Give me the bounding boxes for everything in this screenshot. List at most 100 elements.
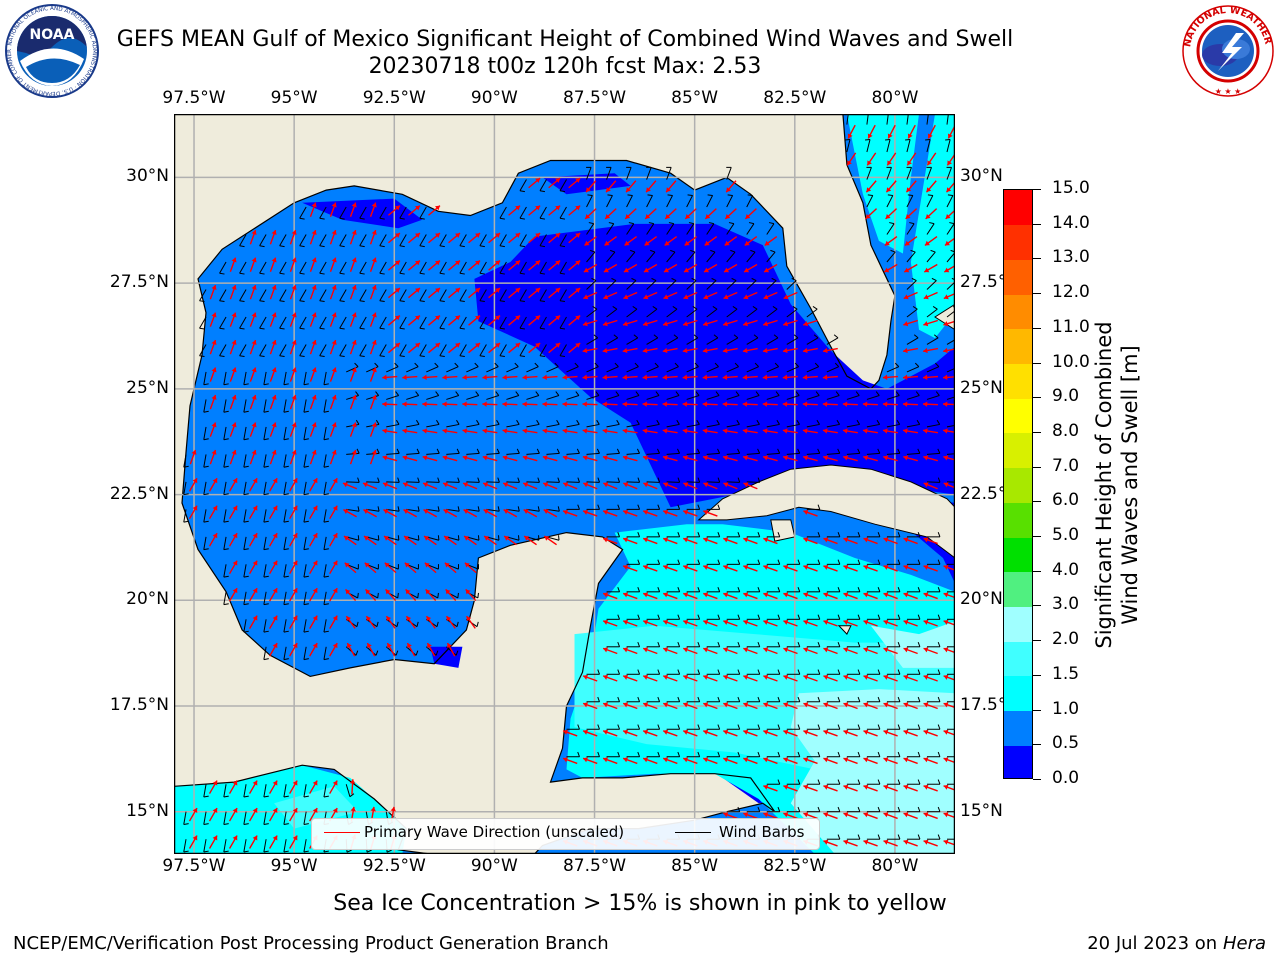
wave-arrow-head bbox=[703, 674, 709, 680]
wave-arrow-head bbox=[643, 564, 649, 570]
wind-barb-flag bbox=[630, 249, 636, 253]
wind-barb-flag bbox=[817, 669, 821, 675]
colorbar-tick-label: 5.0 bbox=[1052, 525, 1080, 545]
wind-barb bbox=[263, 784, 267, 798]
wave-arrow-head bbox=[291, 257, 297, 263]
colorbar-tick-label: 0.5 bbox=[1052, 733, 1080, 753]
wave-arrow-head bbox=[863, 537, 869, 543]
wind-barb bbox=[666, 366, 679, 373]
wave-arrow-head bbox=[483, 482, 489, 488]
wind-barb-flag bbox=[223, 850, 229, 853]
wave-arrow-head bbox=[663, 647, 669, 653]
wind-barb bbox=[263, 371, 267, 385]
wind-barb bbox=[319, 316, 327, 329]
wave-arrow-head bbox=[231, 395, 237, 400]
wave-arrow-head bbox=[863, 757, 869, 763]
wave-arrow-head bbox=[603, 647, 609, 653]
wind-barb bbox=[303, 811, 307, 825]
lon-label-bottom: 87.5°W bbox=[562, 856, 627, 876]
lon-label-bottom: 97.5°W bbox=[162, 856, 226, 876]
wave-arrow-head bbox=[583, 757, 589, 763]
wind-barb-flag bbox=[768, 222, 775, 225]
wave-arrow-head bbox=[703, 592, 709, 598]
wind-barb bbox=[866, 423, 880, 428]
wave-arrow-head bbox=[622, 455, 628, 461]
wind-barb-flag bbox=[359, 217, 365, 220]
wind-barb bbox=[283, 811, 287, 825]
wind-barb-flag bbox=[377, 535, 380, 541]
wind-barb-flag bbox=[676, 419, 680, 425]
wind-barb bbox=[239, 344, 247, 356]
wave-arrow-head bbox=[663, 564, 669, 570]
wind-barb bbox=[419, 234, 427, 247]
wind-barb-flag bbox=[497, 535, 500, 541]
wind-barb bbox=[906, 251, 916, 263]
wave-arrow-head bbox=[211, 340, 217, 345]
map-title: GEFS MEAN Gulf of Mexico Significant Hei… bbox=[116, 27, 1014, 52]
wind-barb-flag bbox=[283, 438, 289, 441]
wave-arrow-head bbox=[272, 560, 278, 566]
wave-arrow-head bbox=[744, 240, 750, 246]
wave-arrow-head bbox=[515, 260, 521, 266]
wave-arrow-head bbox=[883, 428, 888, 434]
wave-arrow-head bbox=[332, 643, 338, 649]
wind-barb-flag bbox=[697, 724, 701, 730]
wind-barb-flag bbox=[937, 834, 941, 840]
wind-barb-flag bbox=[436, 419, 440, 425]
wind-barb-flag bbox=[917, 641, 921, 647]
colorbar-tick bbox=[1033, 293, 1041, 294]
wind-barb bbox=[263, 536, 267, 550]
wind-barb-flag bbox=[476, 448, 480, 454]
wave-arrow-head bbox=[724, 240, 730, 246]
wind-barb bbox=[219, 344, 227, 356]
wind-barb bbox=[223, 371, 227, 385]
wave-arrow-head bbox=[232, 560, 238, 566]
wind-barb-flag bbox=[263, 383, 269, 386]
wave-arrow-head bbox=[662, 374, 668, 381]
wind-barb-flag bbox=[656, 448, 661, 454]
wind-barb-flag bbox=[574, 362, 579, 368]
wave-arrow-head bbox=[704, 267, 710, 273]
wind-barb-flag bbox=[516, 419, 520, 425]
wind-barb-flag bbox=[777, 559, 781, 565]
wind-barb bbox=[466, 536, 480, 541]
wave-arrow-head bbox=[575, 233, 581, 238]
colorbar-tick-label: 4.0 bbox=[1052, 560, 1080, 580]
wind-barb bbox=[766, 251, 776, 263]
wind-barb bbox=[766, 308, 778, 318]
wind-barb bbox=[766, 280, 777, 290]
wind-barb-flag bbox=[797, 696, 801, 702]
wave-arrow-head bbox=[823, 839, 829, 845]
wave-arrow-head bbox=[943, 702, 949, 708]
wave-arrow-head bbox=[543, 509, 549, 514]
wind-barb-flag bbox=[817, 696, 821, 702]
colorbar-tick-label: 14.0 bbox=[1052, 213, 1090, 233]
wave-arrow-head bbox=[543, 482, 549, 488]
colorbar-tick-label: 6.0 bbox=[1052, 490, 1080, 510]
wind-barb-flag bbox=[717, 586, 721, 593]
wind-barb-flag bbox=[677, 641, 681, 647]
wind-barb-flag bbox=[355, 650, 359, 656]
wave-arrow-head bbox=[583, 267, 589, 273]
wind-barb-flag bbox=[303, 520, 309, 523]
wind-barb bbox=[439, 234, 447, 247]
wind-barb-flag bbox=[419, 327, 425, 330]
wind-barb-flag bbox=[677, 532, 681, 538]
wave-arrow-head bbox=[522, 401, 527, 407]
wave-arrow-head bbox=[192, 808, 198, 814]
wave-arrow-head bbox=[475, 343, 481, 348]
wind-barb-flag bbox=[219, 300, 225, 303]
wave-arrow-head bbox=[943, 757, 949, 763]
wind-barb-flag bbox=[897, 696, 901, 702]
wind-barb bbox=[786, 280, 797, 290]
wind-barb-flag bbox=[857, 559, 861, 565]
wind-barb bbox=[726, 308, 738, 318]
wind-barb bbox=[606, 395, 620, 400]
wind-barb-flag bbox=[339, 327, 345, 330]
wave-arrow-head bbox=[943, 321, 949, 327]
wave-arrow-head bbox=[642, 455, 648, 461]
wave-arrow-head bbox=[503, 482, 509, 488]
lat-label-right: 30°N bbox=[960, 166, 1003, 187]
wave-arrow-head bbox=[252, 835, 258, 841]
wind-barb bbox=[183, 454, 187, 468]
